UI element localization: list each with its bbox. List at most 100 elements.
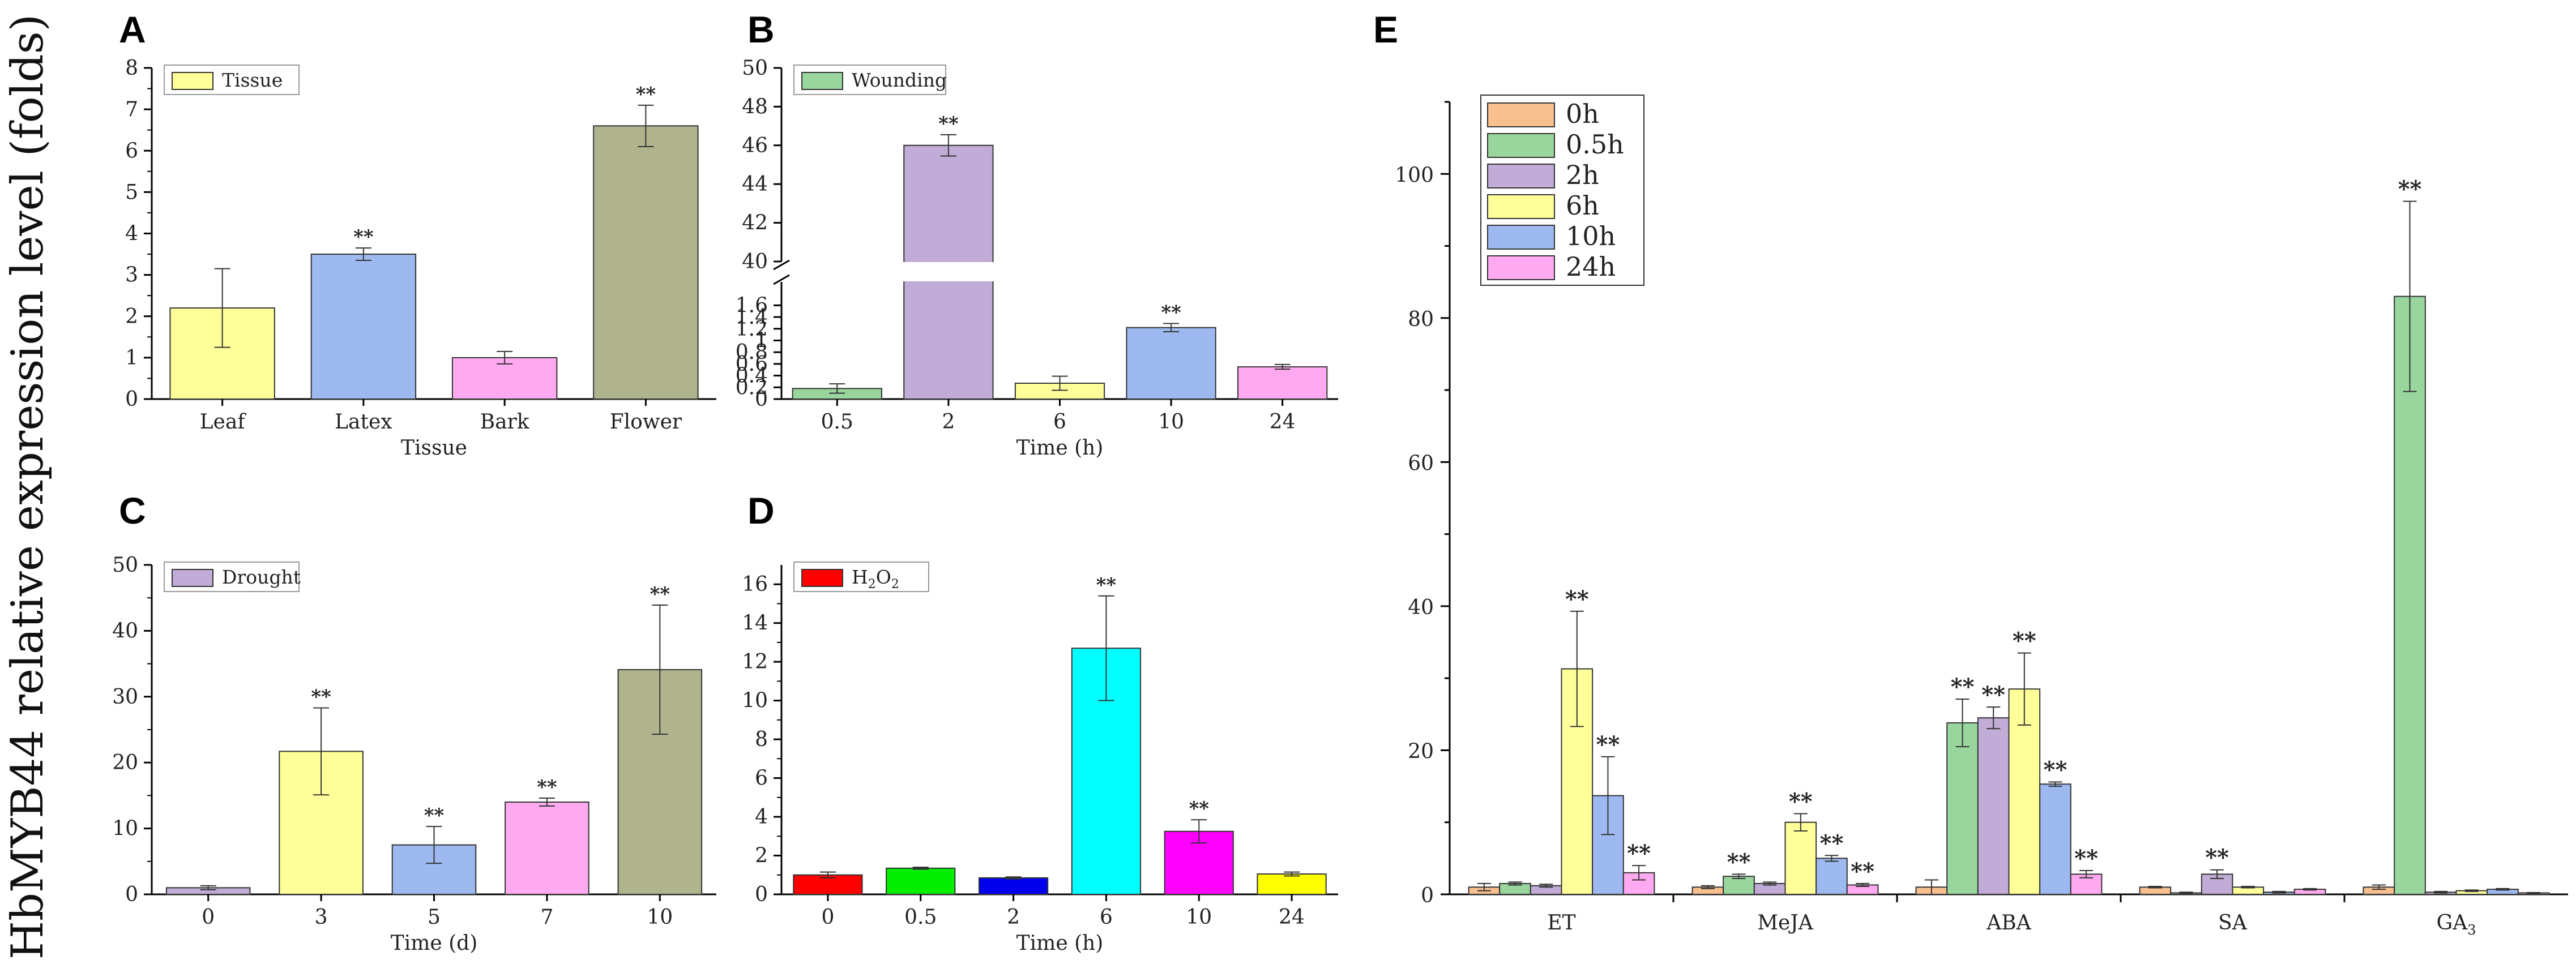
bar-24	[1257, 873, 1327, 895]
x-tick-label: 3	[315, 906, 328, 929]
x-tick-label: ET	[1547, 911, 1575, 935]
x-tick-label: 2	[942, 410, 955, 434]
x-tick-label: 24	[1270, 410, 1296, 434]
x-tick-label: Bark	[480, 410, 530, 434]
legend-label: 10h	[1566, 221, 1616, 251]
significance-marker: **	[650, 583, 670, 606]
y-tick-label: 100	[1395, 164, 1434, 187]
legend-swatch	[172, 569, 213, 587]
x-tick-label: 2	[1007, 906, 1020, 929]
y-tick-label: 20	[1408, 740, 1434, 763]
bar-ABA-0.5h	[1946, 722, 1979, 895]
y-tick-label: 2	[125, 305, 138, 328]
significance-marker: **	[1189, 798, 1209, 820]
x-tick-label: SA	[2218, 911, 2248, 935]
x-tick-label: 0.5	[904, 906, 937, 929]
bar-0.5	[886, 867, 956, 895]
bar-Latex	[310, 254, 417, 400]
y-tick-label: 6	[125, 139, 138, 162]
x-tick-label: GA3	[2436, 911, 2476, 938]
legend: Drought	[164, 562, 301, 592]
legend-label-part: H	[852, 566, 868, 588]
legend-label: 0.5h	[1566, 129, 1624, 160]
y-tick-label: 48	[742, 95, 768, 118]
x-tick-label: 10	[647, 906, 673, 929]
legend-label-part: 2	[891, 577, 899, 592]
x-tick-label: Latex	[335, 410, 392, 434]
bar-Flower	[593, 125, 699, 400]
y-tick-label: 0	[125, 388, 138, 411]
y-tick-label: 10	[742, 689, 768, 713]
significance-marker: **	[1096, 574, 1117, 597]
panel-letter: C	[119, 490, 146, 532]
significance-marker: **	[2074, 845, 2098, 872]
x-tick-label: 10	[1158, 410, 1184, 434]
y-tick-label: 0	[755, 883, 768, 906]
legend-label: 24h	[1566, 251, 1616, 282]
y-tick-label: 6	[755, 767, 768, 790]
y-tick-label: 20	[112, 751, 138, 774]
legend-swatch-10h	[1487, 225, 1555, 250]
y-tick-label: 4	[125, 222, 138, 246]
legend-swatch-24h	[1487, 255, 1555, 280]
legend-swatch	[172, 72, 213, 90]
legend-label: H2O2	[852, 566, 899, 592]
bar-10	[1126, 327, 1216, 400]
y-tick-label: 8	[755, 728, 768, 751]
y-tick-label: 50	[112, 554, 138, 577]
significance-marker: **	[1851, 858, 1874, 885]
x-tick-label-part: GA	[2436, 911, 2468, 935]
panel-a: A 0 1 2 3 4 5 6 7 8 Leaf ** Latex Bark ** Flower Tissue T…	[119, 8, 716, 460]
y-axis-title: HbMYB44 relative expression level (folds…	[2, 14, 53, 959]
significance-marker: **	[2044, 756, 2067, 783]
y-tick-label: 5	[125, 181, 138, 204]
legend-label: 6h	[1566, 190, 1599, 221]
bar-Bark	[451, 357, 558, 400]
legend-swatch	[801, 569, 843, 587]
panel-b: B 00.20.40.60.811.21.41.6 40 42 44 46 48 50 0.5 *…	[736, 8, 1338, 460]
y-tick-label: 42	[742, 212, 768, 235]
significance-marker: **	[537, 776, 557, 799]
significance-marker: **	[636, 83, 656, 106]
significance-marker: **	[2013, 628, 2036, 654]
x-tick-label: 5	[428, 906, 441, 929]
panel-letter: E	[1373, 8, 1398, 50]
legend-label-part: O	[876, 566, 891, 588]
x-tick-label: 6	[1053, 410, 1066, 434]
significance-marker: **	[311, 686, 331, 709]
x-axis-title: Time (h)	[1016, 436, 1104, 460]
legend-label: Wounding	[852, 69, 947, 91]
y-tick-label: 16	[742, 573, 768, 596]
significance-marker: **	[1789, 788, 1813, 815]
x-tick-label: 0	[202, 906, 215, 929]
y-tick-label: 0.4	[736, 365, 768, 388]
y-tick-label: 80	[1408, 308, 1434, 331]
significance-marker: **	[1727, 848, 1751, 875]
legend-label-part: 2	[868, 577, 876, 592]
x-tick-label: MeJA	[1757, 911, 1814, 935]
legend-label: 0h	[1566, 98, 1599, 129]
axis-break-mark	[773, 259, 790, 271]
bar-break-gap	[902, 262, 996, 281]
y-tick-label: 40	[1408, 596, 1434, 619]
x-tick-label: 6	[1100, 906, 1113, 929]
y-tick-label: 1	[125, 346, 138, 370]
y-tick-label: 0.6	[736, 353, 768, 376]
y-tick-label: 10	[112, 817, 138, 841]
bar-GA3-0.5h	[2394, 295, 2426, 895]
x-axis-title: Time (h)	[1016, 932, 1104, 955]
bar-2	[978, 877, 1049, 895]
x-tick-label: 0	[821, 906, 834, 929]
legend-swatch-0.5h	[1487, 133, 1555, 158]
axis-break-mark	[773, 274, 790, 285]
x-tick-label: 24	[1279, 906, 1305, 929]
y-tick-label: 8	[125, 57, 138, 80]
x-axis-title: Tissue	[401, 436, 467, 460]
y-tick-label: 44	[742, 173, 768, 196]
y-tick-label: 1.2	[736, 318, 768, 341]
bar-7	[505, 802, 589, 895]
y-tick-label: 1.4	[736, 306, 768, 329]
